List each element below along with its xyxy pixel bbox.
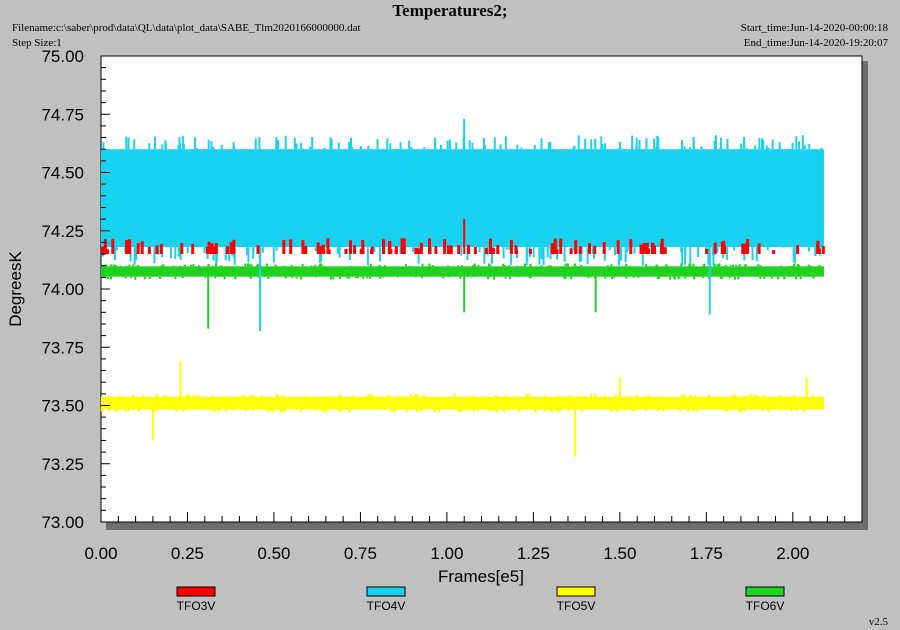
y-tick-label: 73.50 [41,397,84,416]
step-size-label: Step Size:1 [12,37,62,49]
y-tick-label: 75.00 [41,47,84,66]
x-tick-label: 1.00 [430,544,463,563]
legend-label: TFO6V [746,599,785,613]
x-tick-label: 0.00 [84,544,117,563]
legend-label: TFO5V [557,599,596,613]
legend-swatch [176,586,216,597]
x-tick-label: 0.50 [257,544,290,563]
filename-label: Filename:c:\saber\prod\data\QL\data\plot… [12,22,361,34]
chart-title: Temperatures2; [392,1,508,20]
series-noise [100,263,821,280]
series-tfo6v [100,263,824,329]
legend-item-tfo4v: TFO4V [366,586,406,613]
legend: TFO3V TFO4V TFO5V TFO6V [176,586,785,613]
x-tick-label: 0.25 [171,544,204,563]
series-layer [100,118,825,457]
legend-swatch [556,586,596,597]
x-tick-label: 1.50 [603,544,636,563]
y-tick-label: 73.75 [41,338,84,357]
version-label: v2.5 [868,616,888,628]
legend-item-tfo6v: TFO6V [745,586,785,613]
legend-item-tfo3v: TFO3V [176,586,216,613]
series-tfo4v [101,118,824,331]
legend-item-tfo5v: TFO5V [556,586,596,613]
legend-label: TFO3V [177,599,216,613]
y-tick-label: 73.25 [41,455,84,474]
y-tick-label: 74.50 [41,164,84,183]
x-axis-title: Frames[e5] [438,567,524,586]
y-tick-label: 74.75 [41,105,84,124]
x-tick-label: 0.75 [344,544,377,563]
series-band [101,266,824,277]
plot-area [100,55,863,523]
series-noise [101,238,825,254]
series-tfo5v [100,361,824,457]
series-band [101,396,824,410]
legend-swatch [366,586,406,597]
axis-layer: 73.00 73.25 73.50 73.75 74.00 74.25 74.50 74.75… [41,47,863,563]
series-band [101,149,824,248]
y-tick-label: 74.00 [41,280,84,299]
y-axis-title: DegreesK [6,251,25,327]
series-noise [100,393,822,413]
series-tfo3v [101,219,825,255]
legend-swatch [745,586,785,597]
end-time-label: End_time:Jun-14-2020-19:20:07 [743,37,888,49]
y-tick-label: 74.25 [41,222,84,241]
y-tick-label: 73.00 [41,513,84,532]
legend-label: TFO4V [367,599,406,613]
x-tick-label: 1.25 [517,544,550,563]
x-tick-label: 1.75 [690,544,723,563]
x-tick-label: 2.00 [776,544,809,563]
start-time-label: Start_time:Jun-14-2020-00:00:18 [740,22,888,34]
